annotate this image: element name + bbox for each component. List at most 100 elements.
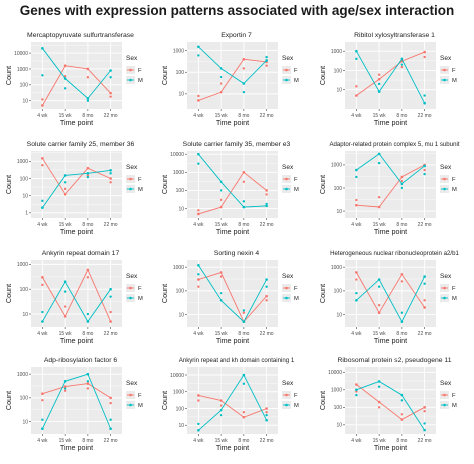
legend-title: Sex (282, 55, 294, 62)
data-point (219, 75, 223, 79)
data-point (86, 380, 90, 383)
series-point-M (265, 204, 268, 208)
series-point-M (242, 373, 246, 377)
series-point-F (355, 271, 358, 274)
series-point-M (63, 77, 67, 80)
data-point (377, 285, 381, 288)
y-tick-label: 10000 (328, 370, 342, 376)
legend-key-point (443, 187, 446, 191)
series-point-F (109, 320, 112, 323)
x-tick-label: 8 mo (396, 113, 407, 119)
data-point (423, 422, 426, 425)
y-tick-label: 1000 (331, 49, 342, 55)
y-tick-label: 10 (22, 419, 28, 425)
x-axis-label: Time point (60, 443, 93, 452)
x-tick-label: 15 wk (215, 438, 229, 444)
series-point-F (423, 50, 426, 54)
data-point (41, 283, 44, 287)
x-axis-label: Time point (374, 443, 407, 452)
chart-panel: Sorting nexin 4 10 100 1000 4 wk 15 wk 8 mo 22 … (160, 250, 299, 345)
x-tick-label: 22 mo (104, 331, 118, 337)
series-line-F (42, 383, 111, 399)
data-point (377, 82, 381, 86)
series-point-F (219, 205, 223, 209)
series-point-F (377, 311, 381, 315)
y-tick-label: 100 (334, 68, 343, 74)
series-point-F (109, 91, 112, 95)
series-point-F (63, 315, 67, 318)
legend-entry-label: M (294, 78, 299, 84)
data-point (86, 76, 90, 79)
data-point (265, 411, 268, 414)
series-point-F (377, 205, 381, 209)
y-axis-label: Count (160, 391, 169, 410)
legend-entry-label: M (138, 296, 143, 302)
legend-key-point (443, 296, 446, 300)
legend-entry-label: F (294, 393, 298, 399)
legend-title: Sex (282, 273, 294, 280)
x-tick-label: 8 mo (396, 438, 407, 444)
x-tick-label: 22 mo (418, 113, 432, 119)
x-tick-label: 15 wk (373, 331, 387, 337)
series-line-F (356, 51, 425, 96)
series-line-F (41, 158, 111, 196)
series-line-M (356, 153, 425, 185)
y-tick-label: 1000 (331, 265, 342, 271)
y-tick-label: 10 (22, 193, 28, 199)
x-axis-label: Time point (60, 336, 93, 345)
x-axis-label: Time point (374, 336, 407, 345)
panel-title: Ankyrin repeat and kh domain containing … (179, 357, 295, 364)
series-point-M (109, 287, 112, 291)
data-point (423, 299, 426, 302)
data-point (265, 55, 268, 59)
x-tick-label: 15 wk (373, 113, 387, 119)
x-tick-label: 15 wk (59, 331, 73, 337)
x-tick-label: 22 mo (104, 222, 118, 228)
series-point-F (355, 203, 358, 207)
series-line-F (198, 171, 267, 215)
series-point-M (86, 320, 90, 323)
y-tick-label: 1000 (173, 48, 184, 54)
legend-entry-label: F (138, 68, 142, 74)
series-point-M (109, 69, 112, 72)
y-tick-label: 100 (334, 289, 343, 295)
x-tick-label: 15 wk (373, 438, 387, 444)
x-tick-label: 15 wk (373, 222, 387, 228)
data-point (265, 193, 268, 196)
y-tick-label: 1000 (173, 265, 184, 271)
series-point-F (41, 276, 44, 279)
y-tick-label: 10 (178, 312, 184, 318)
series-point-F (41, 392, 44, 395)
data-point (423, 94, 426, 97)
legend-entry-label: F (452, 393, 456, 399)
x-tick-label: 4 wk (37, 331, 48, 337)
data-point (63, 181, 67, 184)
series-point-M (109, 427, 112, 431)
series-point-M (377, 152, 381, 156)
series-point-F (63, 385, 67, 388)
series-point-F (242, 171, 246, 174)
series-point-M (377, 278, 381, 281)
series-point-F (400, 175, 404, 179)
x-tick-label: 4 wk (351, 331, 362, 337)
x-tick-label: 22 mo (260, 222, 274, 228)
x-tick-label: 8 mo (396, 331, 407, 337)
series-point-F (265, 294, 268, 298)
series-point-M (355, 299, 358, 302)
x-tick-label: 15 wk (215, 331, 229, 337)
series-point-M (41, 206, 44, 209)
legend-key-point (285, 187, 288, 191)
panel-title: Adp-ribosylation factor 6 (44, 357, 118, 364)
panel-title: Solute carrier family 35, member e3 (183, 141, 291, 148)
series-point-F (109, 396, 112, 400)
y-tick-label: 1000 (17, 262, 28, 268)
data-point (400, 186, 404, 190)
panel-title: Ribitol xylosyltransferase 1 (354, 32, 435, 39)
chart-panel: Mercaptopyruvate sulfurtransferase 10 100 1… (4, 32, 143, 127)
series-point-M (63, 280, 67, 284)
x-tick-label: 15 wk (59, 113, 73, 119)
legend-entry-label: M (294, 403, 299, 409)
legend-entry-label: F (452, 177, 456, 183)
series-point-F (219, 90, 223, 94)
